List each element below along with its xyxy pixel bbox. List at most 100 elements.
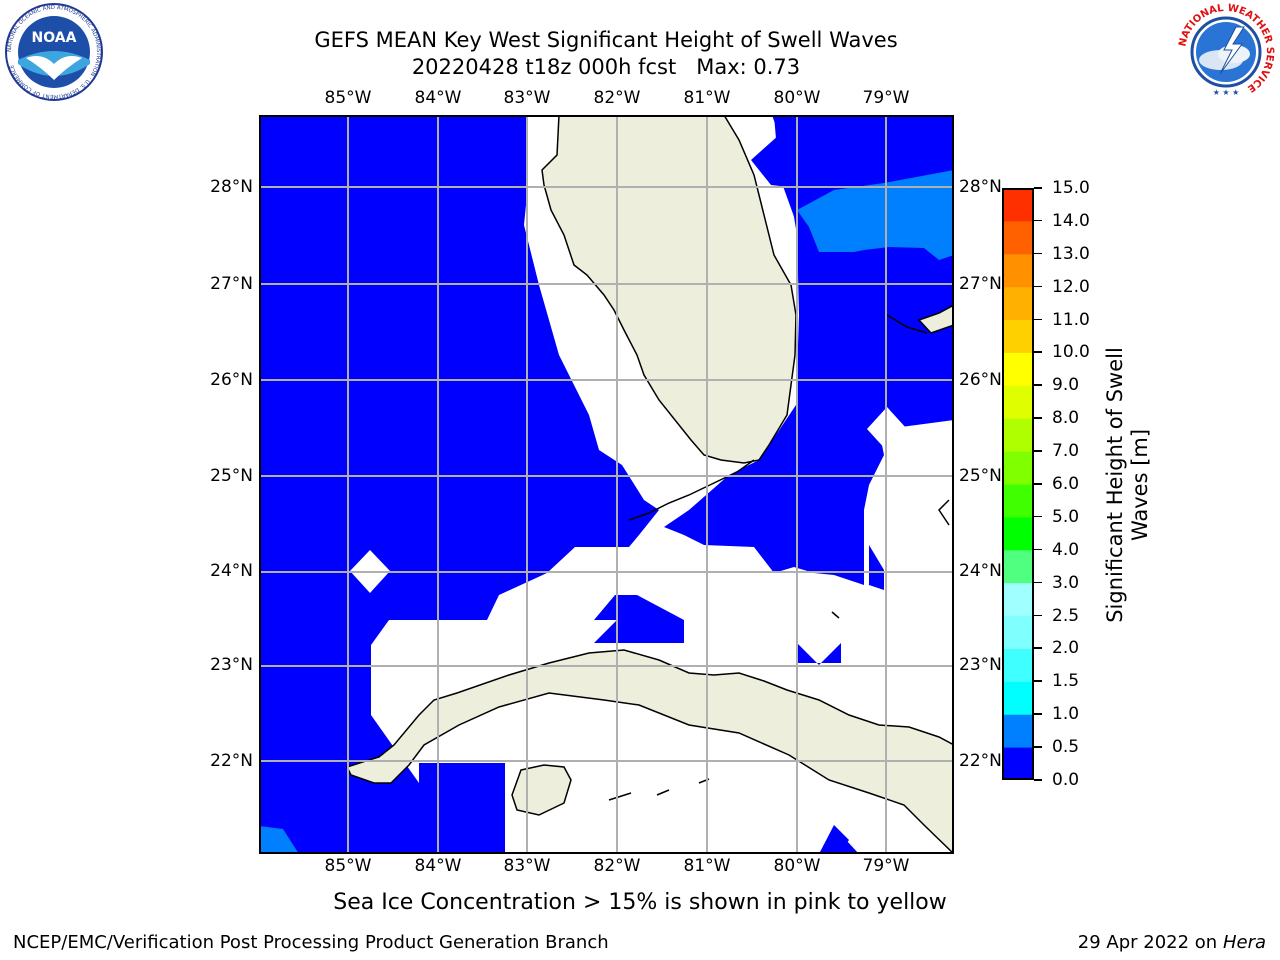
cuba-land xyxy=(345,649,955,856)
colorbar-segment xyxy=(1002,747,1034,781)
map-panel xyxy=(259,114,955,856)
lat-label-left: 24°N xyxy=(210,561,253,581)
colorbar-segment xyxy=(1002,188,1034,222)
colorbar-tick xyxy=(1034,647,1042,649)
colorbar-tick xyxy=(1034,318,1042,321)
lat-label-right: 23°N xyxy=(959,655,1002,675)
colorbar-segment xyxy=(1002,681,1034,715)
colorbar-tick xyxy=(1034,351,1042,353)
lon-label-top: 82°W xyxy=(593,88,641,108)
colorbar-tick xyxy=(1034,548,1042,551)
colorbar-tick-label: 2.0 xyxy=(1052,638,1080,659)
lat-label-right: 28°N xyxy=(959,177,1002,197)
colorbar-tick-label: 10.0 xyxy=(1052,342,1090,363)
map-title-line1: GEFS MEAN Key West Significant Height of… xyxy=(314,28,898,52)
map-title-line2: 20220428 t18z 000h fcst Max: 0.73 xyxy=(411,55,801,79)
colorbar-tick xyxy=(1034,713,1042,715)
colorbar-tick xyxy=(1034,614,1042,617)
lat-label-right: 25°N xyxy=(959,466,1002,486)
colorbar-segment xyxy=(1002,352,1034,386)
colorbar-tick-label: 7.0 xyxy=(1052,441,1080,462)
colorbar-segment xyxy=(1002,220,1034,255)
lon-label-top: 81°W xyxy=(683,88,731,108)
footer-date: 29 Apr 2022 on Hera xyxy=(1078,932,1266,953)
colorbar-segment xyxy=(1002,549,1034,584)
colorbar-tick xyxy=(1034,779,1042,781)
colorbar-tick xyxy=(1034,285,1042,288)
lon-label-bottom: 85°W xyxy=(324,856,372,876)
colorbar-tick-label: 9.0 xyxy=(1052,375,1080,396)
lat-label-left: 26°N xyxy=(210,370,253,390)
cay-sal xyxy=(831,611,840,619)
colorbar-tick xyxy=(1034,417,1042,419)
lon-label-top: 85°W xyxy=(324,88,372,108)
lat-label-right: 22°N xyxy=(959,751,1002,771)
colorbar-tick-label: 4.0 xyxy=(1052,539,1080,560)
colorbar-svg xyxy=(1002,188,1034,781)
colorbar-tick-label: 6.0 xyxy=(1052,474,1080,494)
colorbar-tick-label: 8.0 xyxy=(1052,408,1080,429)
lon-label-bottom: 84°W xyxy=(414,856,462,876)
colorbar-segment xyxy=(1002,385,1034,419)
map-frame xyxy=(259,115,954,854)
bahamas-coast-1 xyxy=(886,314,928,334)
lat-label-right: 27°N xyxy=(959,274,1002,294)
colorbar-segment xyxy=(1002,253,1034,288)
nws-logo: NATIONAL WEATHER SERVICE ★ ★ ★ xyxy=(1176,2,1276,102)
colorbar-tick xyxy=(1034,252,1042,255)
florida-land xyxy=(541,114,797,464)
footer-date-text: 29 Apr 2022 on xyxy=(1077,932,1223,953)
noaa-logo-text: NOAA xyxy=(32,30,77,46)
colorbar-segment xyxy=(1002,516,1034,551)
colorbar-segment xyxy=(1002,484,1034,518)
colorbar-tick-label: 12.0 xyxy=(1052,276,1090,297)
lat-label-right: 26°N xyxy=(959,370,1002,390)
colorbar-tick-label: 1.5 xyxy=(1052,671,1080,692)
colorbar-segment xyxy=(1002,319,1034,353)
footer-branch: NCEP/EMC/Verification Post Processing Pr… xyxy=(13,932,609,953)
colorbar-title: Significant Height of Swell Waves [m] xyxy=(1103,347,1153,623)
lat-label-right: 24°N xyxy=(959,561,1002,581)
svg-text:★ ★ ★: ★ ★ ★ xyxy=(1213,88,1240,97)
colorbar-title-text: Significant Height of Swell Waves [m] xyxy=(1103,347,1152,623)
colorbar-tick xyxy=(1034,384,1042,386)
colorbar-segment xyxy=(1002,615,1034,649)
lat-label-left: 27°N xyxy=(210,274,253,294)
bahamas-coast-2 xyxy=(938,499,950,526)
colorbar-tick xyxy=(1034,680,1042,682)
lat-label-left: 22°N xyxy=(210,751,253,771)
lon-label-top: 79°W xyxy=(862,88,910,108)
lon-label-bottom: 81°W xyxy=(683,856,731,876)
lon-label-top: 83°W xyxy=(503,88,551,108)
colorbar-frame xyxy=(1002,188,1034,780)
colorbar-tick xyxy=(1034,581,1042,584)
lon-label-top: 80°W xyxy=(773,88,821,108)
lon-label-bottom: 82°W xyxy=(593,856,641,876)
colorbar xyxy=(1002,188,1034,781)
colorbar-tick-label: 0.0 xyxy=(1052,770,1080,790)
colorbar-tick xyxy=(1034,746,1042,748)
colorbar-tick-label: 0.5 xyxy=(1052,737,1080,758)
colorbar-segment xyxy=(1002,714,1034,748)
lon-label-bottom: 79°W xyxy=(862,856,910,876)
swell-band-0_5-corner xyxy=(259,826,299,854)
map-svg xyxy=(259,114,955,856)
colorbar-tick-label: 1.0 xyxy=(1052,704,1080,725)
colorbar-tick-label: 2.5 xyxy=(1052,605,1080,626)
swell-band-0_5 xyxy=(797,170,954,260)
lat-label-left: 25°N xyxy=(210,466,253,486)
florida-keys xyxy=(628,459,755,521)
colorbar-segment xyxy=(1002,286,1034,321)
colorbar-segment xyxy=(1002,418,1034,452)
colorbar-segment xyxy=(1002,451,1034,485)
gridlines xyxy=(259,115,954,854)
lon-label-top: 84°W xyxy=(414,88,462,108)
colorbar-tick-label: 14.0 xyxy=(1052,210,1090,231)
colorbar-segment xyxy=(1002,582,1034,617)
colorbar-tick xyxy=(1034,483,1042,485)
footer-host: Hera xyxy=(1222,932,1266,953)
colorbar-tick xyxy=(1034,450,1042,452)
colorbar-tick xyxy=(1034,219,1042,222)
colorbar-tick xyxy=(1034,187,1042,189)
lat-label-left: 28°N xyxy=(210,177,253,197)
